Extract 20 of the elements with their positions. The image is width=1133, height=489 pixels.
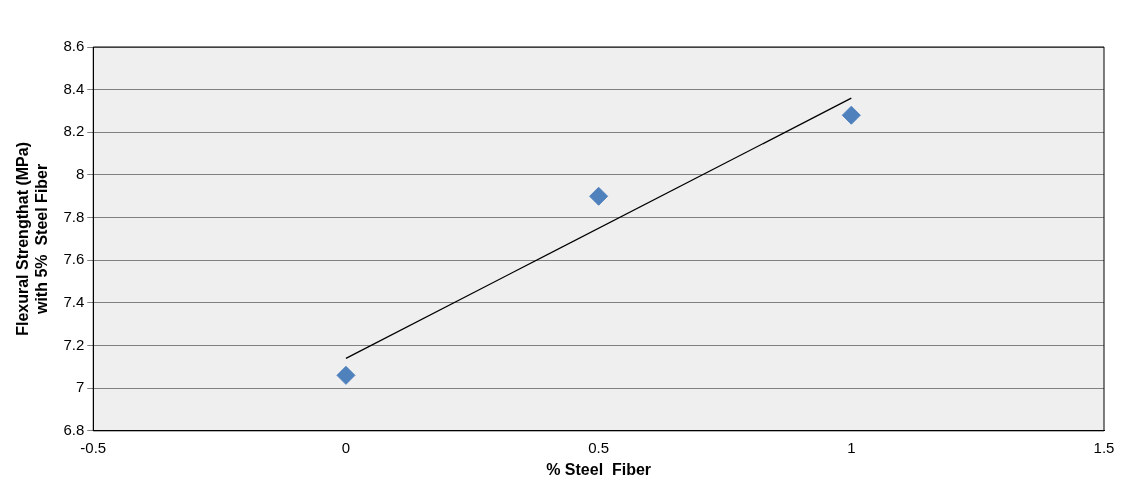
y-tick-label: 7.8	[63, 207, 85, 225]
y-tick-label: 8	[75, 165, 85, 183]
y-tick-label: 8.4	[63, 79, 85, 97]
y-tick-label: 6.8	[63, 420, 85, 438]
y-tick-label: 8.2	[63, 122, 85, 140]
x-tick-label: 1	[847, 438, 856, 456]
x-tick-label: 1.5	[1093, 438, 1115, 456]
y-tick-label: 7.2	[63, 335, 85, 353]
point	[589, 186, 609, 206]
y-axis-title: Flexural Strengthat (MPa) with 5% Steel Fiber	[14, 141, 51, 336]
y-tick-label: 8.6	[63, 37, 85, 55]
x-axis-title: % Steel Fiber	[546, 460, 652, 478]
x-tick-label: -0.5	[80, 438, 107, 456]
y-tick-label: 7	[75, 378, 85, 396]
y-tick-label: 7.4	[63, 293, 85, 311]
point	[841, 105, 861, 125]
y-tick-label: 7.6	[63, 250, 85, 268]
x-tick-label: 0	[341, 438, 351, 456]
point	[336, 365, 356, 385]
x-tick-label: 0.5	[588, 438, 610, 456]
